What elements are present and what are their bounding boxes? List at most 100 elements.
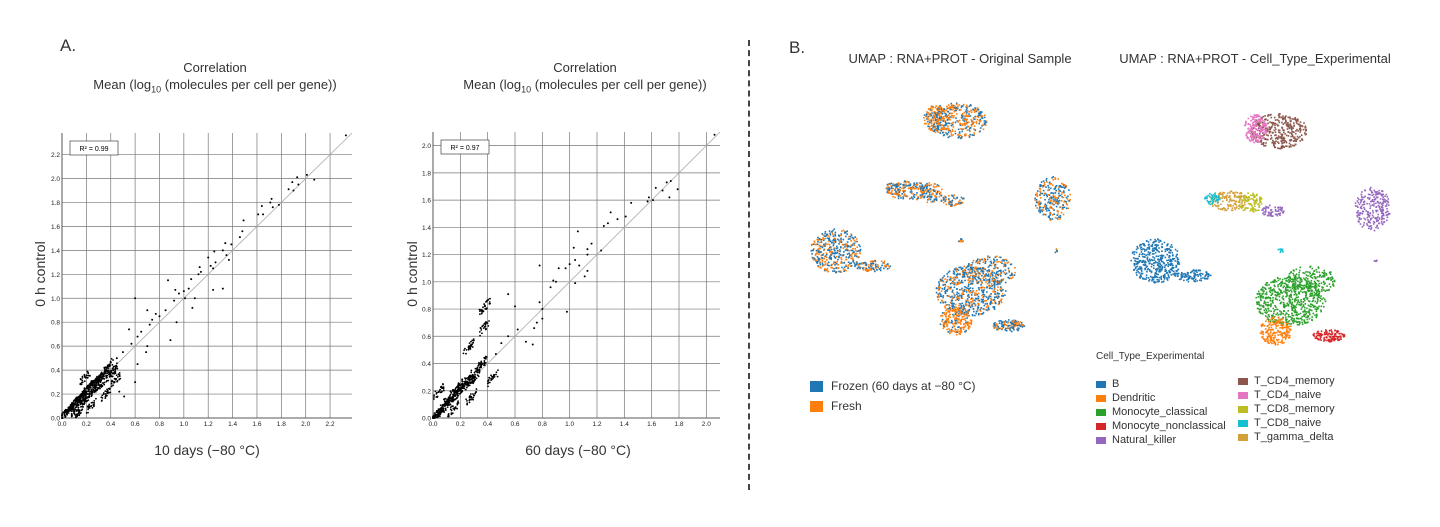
umap-cell [886,183,889,186]
data-point [88,406,90,409]
umap-cell [948,194,950,197]
umap-cell [1015,322,1017,324]
data-point [67,412,70,414]
data-point [110,385,113,388]
umap-cell [972,280,974,283]
umap-cell [1272,122,1275,125]
umap-cell [865,267,868,270]
umap-cell [1268,132,1271,134]
umap-cell [1001,327,1004,330]
umap-cell [961,281,964,284]
umap-cell [829,240,832,243]
umap-cell [958,295,960,298]
data-point [487,385,489,388]
umap-cell [890,186,893,188]
umap-cell [1224,209,1226,212]
umap-cell [1065,185,1068,187]
umap-cell [843,270,846,272]
umap-cell [1062,213,1065,216]
umap-cell [883,267,885,270]
umap-cell [1276,141,1279,143]
umap-cell [957,309,960,311]
umap-cell [935,198,937,201]
umap-cell [979,267,982,270]
umap-cell [829,250,832,253]
umap-cell [845,264,847,267]
data-point [465,348,468,351]
umap-cell [828,264,830,267]
umap-cell [960,331,962,334]
umap-cell [1253,126,1255,128]
umap-cell [821,246,824,249]
umap-cell [956,321,959,323]
umap-cell [851,236,854,239]
umap-cell [977,258,979,261]
umap-cell [1257,139,1260,142]
umap-cell [961,130,964,133]
umap-cell [993,285,996,287]
umap-cell [812,243,815,246]
umap-cell [954,319,957,322]
umap-cell [977,306,979,308]
umap-cell [984,122,987,124]
umap-cell [995,273,997,275]
umap-cell [1295,121,1298,123]
umap-cell [960,312,962,314]
umap-cell [948,203,950,205]
umap-cell [996,327,999,330]
umap-cell [937,293,940,295]
data-point [93,391,96,394]
umap-cell [933,117,936,119]
data-point [100,384,102,386]
umap-cell [831,252,834,255]
data-point [134,381,137,384]
umap-cell [923,122,926,125]
umap-cell [998,281,1001,283]
umap-cell [939,108,942,110]
data-point [583,275,586,278]
umap-cell [819,241,821,244]
umap-cell [817,265,819,267]
umap-cell [1065,207,1068,210]
umap-cell [1017,329,1019,332]
umap-cell [984,274,986,276]
umap-cell [845,243,848,245]
data-point [433,417,436,419]
umap-cell [1285,120,1287,123]
umap-cell [1260,130,1263,133]
umap-cell [1218,193,1220,195]
umap-cell [1223,192,1226,194]
data-point [108,387,111,390]
umap-cell [853,244,856,246]
data-point [496,375,499,378]
umap-cell [984,300,986,302]
umap-cell [987,256,989,259]
umap-cell [976,270,978,273]
umap-cell [1004,329,1007,331]
umap-cell [960,128,962,130]
umap-cell [993,306,996,308]
umap-cell [928,193,931,196]
umap-cell [957,292,960,295]
umap-cell [936,112,939,115]
umap-cell [854,264,856,266]
umap-cell [968,110,971,113]
umap-cell [1291,118,1294,120]
umap-cell [1058,199,1061,202]
umap-cell [867,265,870,268]
umap-cell [955,333,958,336]
umap-cell [984,260,987,263]
umap-cell [910,189,913,191]
umap-cell [962,128,965,130]
umap-cell [931,189,934,191]
umap-cell [944,115,947,117]
umap-cell [950,329,953,332]
umap-cell [1049,197,1051,199]
umap-cell [991,271,994,273]
umap-cell [823,257,826,260]
umap-cell [1251,139,1254,142]
umap-cell [941,314,944,317]
umap-cell [998,260,1000,263]
umap-cell [1003,263,1005,266]
umap-cell [921,195,924,197]
